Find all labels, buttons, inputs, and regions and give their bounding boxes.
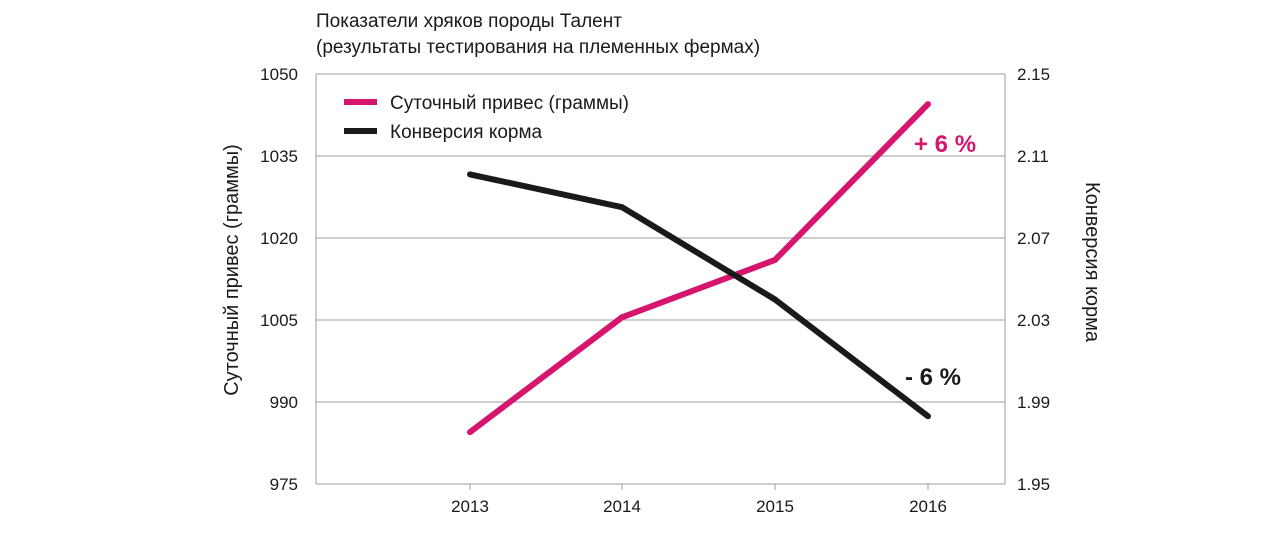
y-axis-left-label: Суточный привес (граммы) <box>221 144 243 396</box>
legend: Суточный привес (граммы) Конверсия корма <box>344 93 629 143</box>
series-lines <box>467 101 931 436</box>
annotation-minus-6: - 6 % <box>905 364 961 391</box>
chart-title: Показатели хряков породы Талент <box>316 11 622 32</box>
y-axis-right-label: Конверсия корма <box>1081 182 1103 343</box>
y-tick-left-1035: 1035 <box>260 147 298 166</box>
y-tick-right-1.95: 1.95 <box>1017 475 1050 494</box>
x-tick-2013: 2013 <box>451 497 489 516</box>
data-point-series-0-2014 <box>619 314 625 321</box>
y-tick-left-975: 975 <box>270 475 298 494</box>
data-point-series-0-2016 <box>925 101 931 108</box>
y-tick-left-1005: 1005 <box>260 311 298 330</box>
tick-labels: 1050 1035 1020 1005 990 975 2.15 2.11 2.07 2.03 1.… <box>260 65 1050 516</box>
data-point-series-1-2013 <box>467 171 473 178</box>
y-tick-right-1.99: 1.99 <box>1017 393 1050 412</box>
x-tick-2016: 2016 <box>909 497 947 516</box>
y-tick-left-990: 990 <box>270 393 298 412</box>
y-tick-left-1020: 1020 <box>260 229 298 248</box>
series-line-1 <box>469 171 930 419</box>
axes <box>315 74 1006 490</box>
y-tick-right-2.11: 2.11 <box>1017 147 1049 166</box>
legend-label-series-1: Конверсия корма <box>390 122 543 143</box>
x-tick-2014: 2014 <box>603 497 641 516</box>
y-tick-right-2.15: 2.15 <box>1017 65 1050 84</box>
data-point-series-1-2014 <box>619 204 625 211</box>
annotation-plus-6: + 6 % <box>914 131 976 158</box>
data-point-series-0-2013 <box>467 429 473 436</box>
data-point-series-1-2015 <box>772 296 778 303</box>
data-point-series-1-2016 <box>925 413 931 420</box>
legend-label-series-0: Суточный привес (граммы) <box>390 93 629 114</box>
series-line-0 <box>468 101 931 435</box>
y-tick-right-2.03: 2.03 <box>1017 311 1050 330</box>
x-tick-2015: 2015 <box>756 497 794 516</box>
data-point-series-0-2015 <box>772 256 778 263</box>
y-tick-right-2.07: 2.07 <box>1017 229 1050 248</box>
chart-subtitle: (результаты тестирования на племенных фе… <box>316 37 760 58</box>
y-tick-left-1050: 1050 <box>260 65 298 84</box>
